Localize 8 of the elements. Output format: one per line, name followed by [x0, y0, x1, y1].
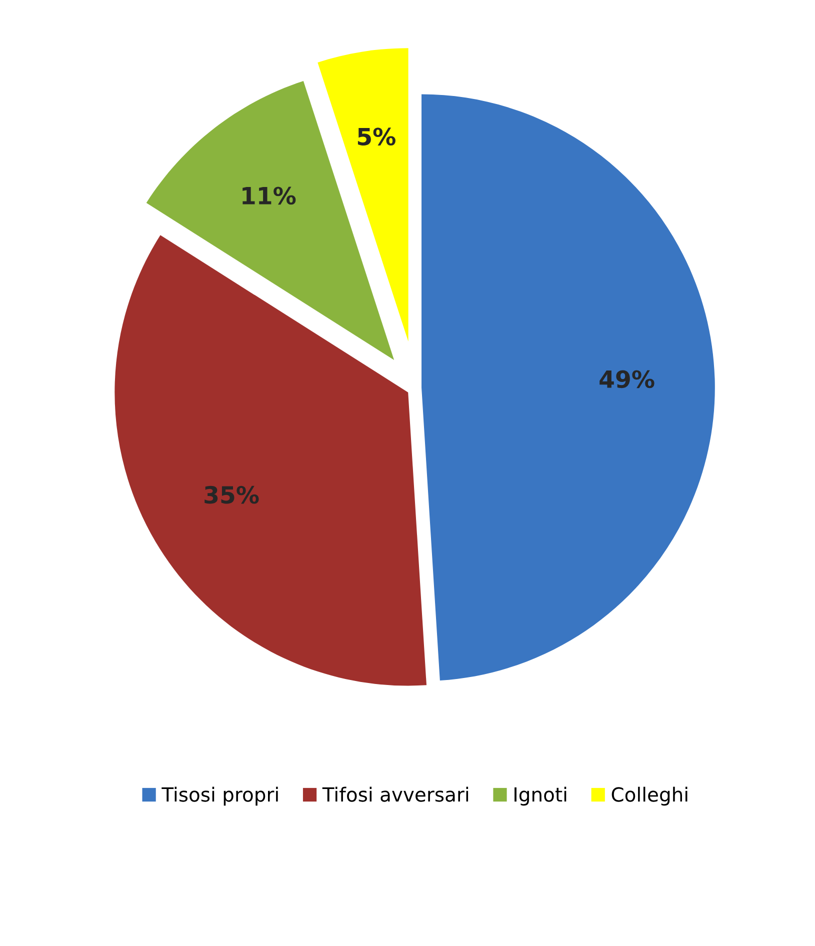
- data-label: 5%: [358, 128, 396, 146]
- data-label: 11%: [242, 186, 296, 205]
- legend-label: Tisosi propri: [162, 786, 278, 806]
- data-label: 49%: [600, 370, 654, 388]
- data-label: 35%: [204, 486, 259, 504]
- legend-label: Tifosi avversari: [322, 786, 468, 802]
- legend-label: Colleghi: [612, 786, 688, 806]
- legend-label: Ignoti: [514, 786, 566, 806]
